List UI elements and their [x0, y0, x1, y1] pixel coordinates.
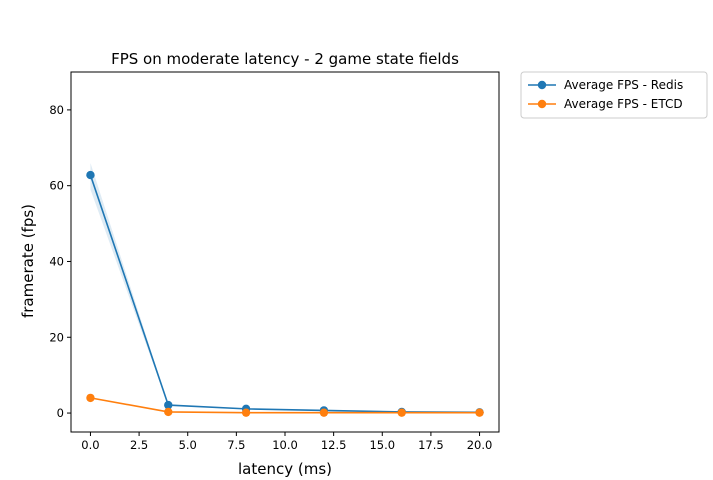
x-tick-label: 0.0: [81, 438, 99, 452]
y-tick-label: 60: [49, 179, 64, 193]
x-tick-label: 20.0: [467, 438, 493, 452]
y-tick-label: 80: [49, 103, 64, 117]
legend-swatch-marker: [537, 99, 547, 109]
y-tick-label: 20: [49, 330, 64, 344]
x-axis-label: latency (ms): [238, 460, 332, 478]
x-tick-label: 7.5: [227, 438, 245, 452]
series-2-point: [86, 393, 95, 403]
legend: Average FPS - Redis Average FPS - ETCD: [520, 71, 708, 119]
x-tick-label: 5.0: [179, 438, 197, 452]
y-tick-label: 0: [57, 406, 64, 420]
series-2-point: [397, 408, 406, 417]
series-2-point: [319, 408, 329, 417]
series-2-point: [241, 408, 251, 417]
series-1-point: [86, 170, 95, 180]
y-axis-label: framerate (fps): [19, 204, 37, 318]
legend-label: Average FPS - ETCD: [564, 97, 683, 111]
legend-label: Average FPS - Redis: [564, 78, 683, 92]
x-tick-label: 12.5: [321, 438, 347, 452]
legend-swatch-marker: [537, 80, 547, 90]
plot-area: [86, 162, 484, 417]
x-tick-label: 10.0: [272, 438, 298, 452]
series-2: [86, 393, 484, 417]
y-tick-label: 40: [49, 254, 64, 268]
legend-item: Average FPS - Redis: [528, 78, 683, 92]
x-tick-label: 2.5: [130, 438, 148, 452]
legend-item: Average FPS - ETCD: [528, 97, 683, 111]
series-2-point: [475, 408, 484, 417]
series-2-point: [164, 407, 173, 417]
legend-frame: [520, 71, 708, 119]
series-2-line: [90, 397, 480, 414]
x-tick-label: 15.0: [369, 438, 395, 452]
chart-title: FPS on moderate latency - 2 game state f…: [111, 50, 459, 68]
series-1-point: [164, 400, 173, 410]
x-tick-label: 17.5: [418, 438, 444, 452]
axes: 0.0 2.5 5.0 7.5 10.0 12.5 15.0 17.5 20.0 0 20 40 60 8…: [49, 71, 500, 452]
